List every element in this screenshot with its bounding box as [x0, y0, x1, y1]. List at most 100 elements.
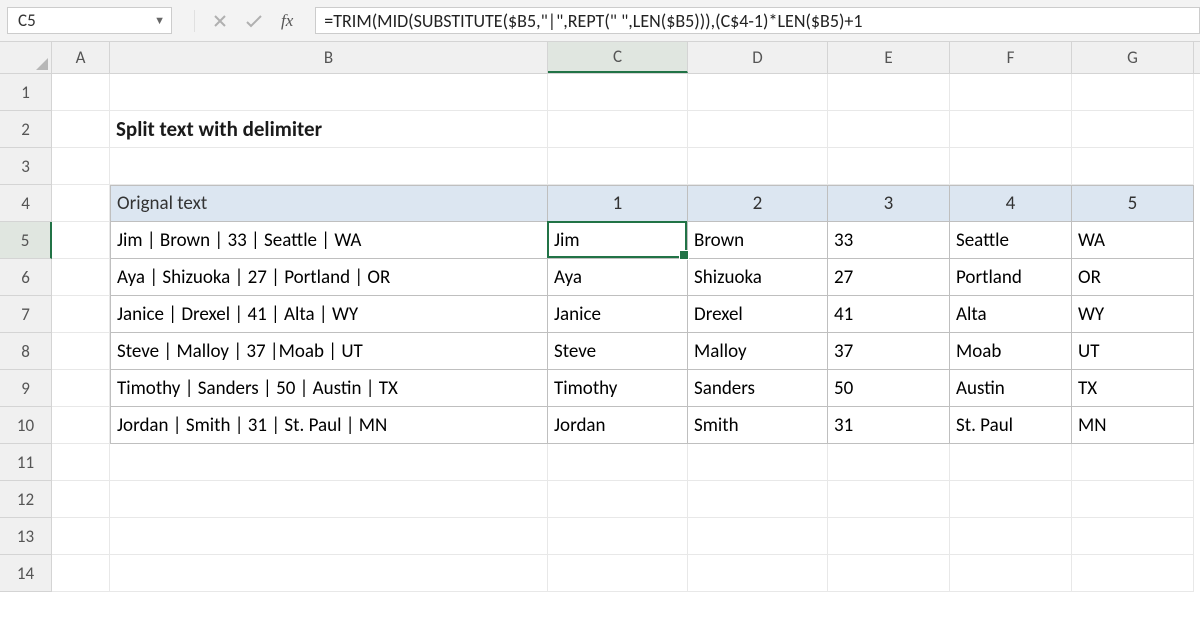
cell-B12[interactable]	[110, 481, 548, 518]
cell-B1[interactable]	[110, 74, 548, 111]
cell-D6[interactable]: Shizuoka	[688, 259, 828, 296]
cell-F4[interactable]: 4	[950, 185, 1072, 222]
cell-D1[interactable]	[688, 74, 828, 111]
cell-C7[interactable]: Janice	[548, 296, 688, 333]
cell-C4[interactable]: 1	[548, 185, 688, 222]
cell-E6[interactable]: 27	[828, 259, 950, 296]
cell-A3[interactable]	[52, 148, 110, 185]
cell-A2[interactable]	[52, 111, 110, 148]
formula-input[interactable]: =TRIM(MID(SUBSTITUTE($B5,"|",REPT(" ",LE…	[315, 7, 1200, 34]
cell-E5[interactable]: 33	[828, 222, 950, 259]
cell-C1[interactable]	[548, 74, 688, 111]
cell-E3[interactable]	[828, 148, 950, 185]
cell-F9[interactable]: Austin	[950, 370, 1072, 407]
cell-A12[interactable]	[52, 481, 110, 518]
cell-F8[interactable]: Moab	[950, 333, 1072, 370]
enter-icon[interactable]	[245, 14, 263, 28]
cell-E9[interactable]: 50	[828, 370, 950, 407]
cell-C3[interactable]	[548, 148, 688, 185]
cell-F5[interactable]: Seattle	[950, 222, 1072, 259]
cell-E4[interactable]: 3	[828, 185, 950, 222]
cell-G2[interactable]	[1072, 111, 1194, 148]
cell-F12[interactable]	[950, 481, 1072, 518]
cell-B13[interactable]	[110, 518, 548, 555]
cell-E12[interactable]	[828, 481, 950, 518]
cell-E1[interactable]	[828, 74, 950, 111]
cell-E14[interactable]	[828, 555, 950, 592]
cell-C14[interactable]	[548, 555, 688, 592]
cell-D14[interactable]	[688, 555, 828, 592]
cell-B4[interactable]: Orignal text	[110, 185, 548, 222]
cell-A8[interactable]	[52, 333, 110, 370]
cell-B5[interactable]: Jim | Brown | 33 | Seattle | WA	[110, 222, 548, 259]
column-header-G[interactable]: G	[1072, 42, 1194, 73]
cell-C6[interactable]: Aya	[548, 259, 688, 296]
cell-A11[interactable]	[52, 444, 110, 481]
cell-A9[interactable]	[52, 370, 110, 407]
cell-D7[interactable]: Drexel	[688, 296, 828, 333]
cell-G8[interactable]: UT	[1072, 333, 1194, 370]
row-header-7[interactable]: 7	[0, 296, 52, 333]
cell-E8[interactable]: 37	[828, 333, 950, 370]
cell-E13[interactable]	[828, 518, 950, 555]
cell-A10[interactable]	[52, 407, 110, 444]
cell-E7[interactable]: 41	[828, 296, 950, 333]
cell-C9[interactable]: Timothy	[548, 370, 688, 407]
cell-G9[interactable]: TX	[1072, 370, 1194, 407]
cell-G6[interactable]: OR	[1072, 259, 1194, 296]
cell-D10[interactable]: Smith	[688, 407, 828, 444]
cell-B11[interactable]	[110, 444, 548, 481]
cell-C5[interactable]: Jim	[548, 222, 688, 259]
cell-A7[interactable]	[52, 296, 110, 333]
cell-B10[interactable]: Jordan | Smith | 31 | St. Paul | MN	[110, 407, 548, 444]
row-header-4[interactable]: 4	[0, 185, 52, 222]
cell-C11[interactable]	[548, 444, 688, 481]
column-header-B[interactable]: B	[110, 42, 548, 73]
cell-G14[interactable]	[1072, 555, 1194, 592]
cell-G1[interactable]	[1072, 74, 1194, 111]
name-box-dropdown-icon[interactable]: ▼	[154, 14, 165, 27]
cell-G4[interactable]: 5	[1072, 185, 1194, 222]
row-header-10[interactable]: 10	[0, 407, 52, 444]
cell-F10[interactable]: St. Paul	[950, 407, 1072, 444]
column-header-A[interactable]: A	[52, 42, 110, 73]
cell-B3[interactable]	[110, 148, 548, 185]
cell-D8[interactable]: Malloy	[688, 333, 828, 370]
cell-A13[interactable]	[52, 518, 110, 555]
cell-C8[interactable]: Steve	[548, 333, 688, 370]
row-header-9[interactable]: 9	[0, 370, 52, 407]
fx-icon[interactable]: fx	[281, 11, 305, 31]
cell-G5[interactable]: WA	[1072, 222, 1194, 259]
cell-F13[interactable]	[950, 518, 1072, 555]
cell-G3[interactable]	[1072, 148, 1194, 185]
cell-E10[interactable]: 31	[828, 407, 950, 444]
cell-B8[interactable]: Steve | Malloy | 37 |Moab | UT	[110, 333, 548, 370]
cell-A6[interactable]	[52, 259, 110, 296]
cell-E2[interactable]	[828, 111, 950, 148]
cell-A14[interactable]	[52, 555, 110, 592]
cell-G13[interactable]	[1072, 518, 1194, 555]
cell-F6[interactable]: Portland	[950, 259, 1072, 296]
cancel-icon[interactable]	[213, 14, 227, 28]
cell-B7[interactable]: Janice | Drexel | 41 | Alta | WY	[110, 296, 548, 333]
row-header-2[interactable]: 2	[0, 111, 52, 148]
cell-F14[interactable]	[950, 555, 1072, 592]
cell-G10[interactable]: MN	[1072, 407, 1194, 444]
column-header-C[interactable]: C	[548, 42, 688, 73]
select-all-corner[interactable]	[0, 42, 52, 73]
cell-A1[interactable]	[52, 74, 110, 111]
row-header-3[interactable]: 3	[0, 148, 52, 185]
cell-A4[interactable]	[52, 185, 110, 222]
cell-F11[interactable]	[950, 444, 1072, 481]
row-header-1[interactable]: 1	[0, 74, 52, 111]
cell-G7[interactable]: WY	[1072, 296, 1194, 333]
cell-C13[interactable]	[548, 518, 688, 555]
cell-F1[interactable]	[950, 74, 1072, 111]
column-header-F[interactable]: F	[950, 42, 1072, 73]
cell-D4[interactable]: 2	[688, 185, 828, 222]
cell-F7[interactable]: Alta	[950, 296, 1072, 333]
cell-D9[interactable]: Sanders	[688, 370, 828, 407]
cell-D12[interactable]	[688, 481, 828, 518]
row-header-13[interactable]: 13	[0, 518, 52, 555]
cell-B14[interactable]	[110, 555, 548, 592]
